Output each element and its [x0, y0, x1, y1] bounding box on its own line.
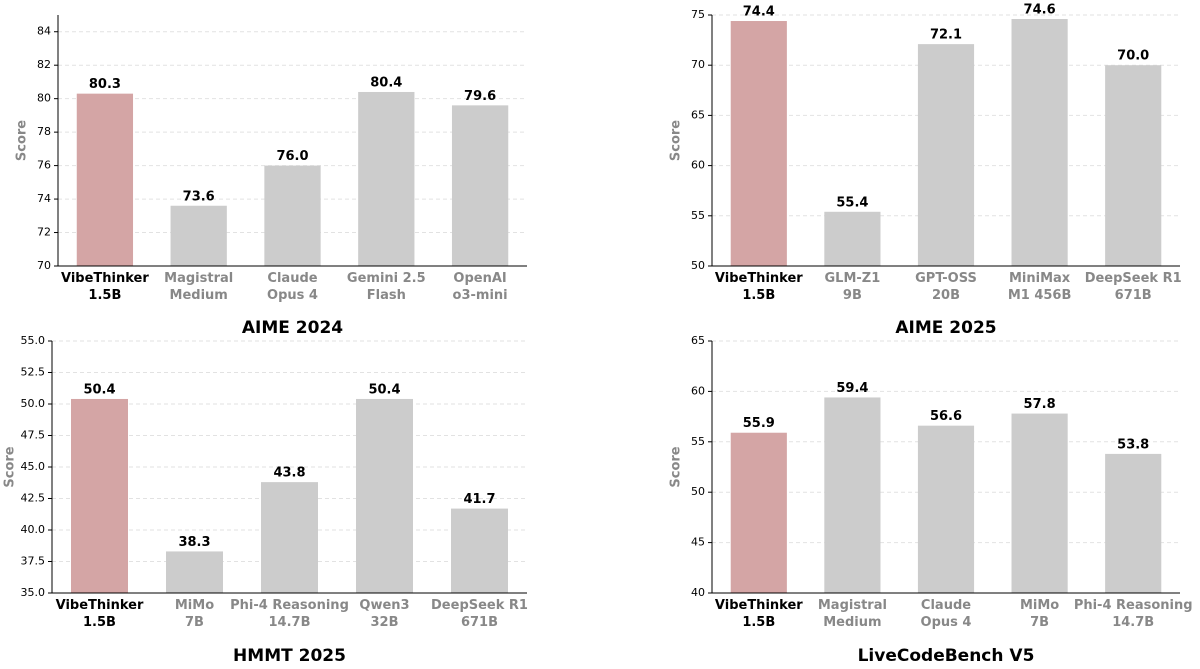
value-label: 55.9	[743, 416, 775, 431]
y-tick-label: 50	[691, 259, 705, 272]
y-axis-label: Score	[3, 446, 18, 487]
bar	[170, 205, 227, 266]
value-label: 80.4	[370, 75, 402, 90]
value-label: 43.8	[273, 466, 305, 481]
x-tick-label: VibeThinker 1.5B	[715, 598, 803, 630]
value-label: 56.6	[930, 409, 962, 424]
x-tick-label: DeepSeek R1 671B	[1085, 271, 1182, 303]
y-tick-label: 60	[691, 159, 705, 172]
y-tick-label: 40.0	[21, 523, 46, 536]
value-label: 80.3	[89, 77, 121, 92]
value-label: 74.6	[1024, 3, 1056, 18]
x-tick-label: GLM-Z1 9B	[825, 271, 881, 303]
x-tick-label: Phi-4 Reasoning 14.7B	[230, 598, 349, 630]
chart-title: LiveCodeBench V5	[858, 646, 1035, 666]
x-tick-label: VibeThinker 1.5B	[56, 598, 144, 630]
bar	[264, 165, 321, 266]
value-label: 74.4	[743, 5, 775, 20]
y-tick-label: 82	[37, 58, 51, 71]
bar	[824, 397, 881, 593]
bar	[1105, 65, 1162, 266]
x-tick-label: MiMo 7B	[175, 598, 214, 630]
y-tick-label: 55	[691, 209, 705, 222]
x-tick-label: Qwen3 32B	[359, 598, 409, 630]
value-label: 73.6	[183, 189, 215, 204]
bar	[1011, 19, 1068, 266]
y-tick-label: 65	[691, 334, 705, 347]
x-tick-label: Phi-4 Reasoning 14.7B	[1074, 598, 1193, 630]
x-tick-label: Gemini 2.5 Flash	[347, 271, 426, 303]
y-tick-label: 40	[691, 586, 705, 599]
bar	[730, 432, 787, 593]
value-label: 59.4	[836, 381, 868, 396]
y-tick-label: 55.0	[21, 334, 46, 347]
value-label: 57.8	[1024, 397, 1056, 412]
x-tick-label: OpenAI o3-mini	[453, 271, 508, 303]
bar	[1105, 453, 1162, 593]
value-label: 38.3	[178, 535, 210, 550]
y-tick-label: 45	[691, 536, 705, 549]
chart-title: HMMT 2025	[233, 646, 346, 666]
x-tick-label: VibeThinker 1.5B	[715, 271, 803, 303]
bar	[451, 508, 508, 593]
y-axis-label: Score	[15, 120, 30, 161]
x-tick-label: GPT-OSS 20B	[915, 271, 977, 303]
value-label: 70.0	[1117, 49, 1149, 64]
value-label: 55.4	[836, 195, 868, 210]
bar	[1011, 413, 1068, 593]
x-tick-label: MiniMax M1 456B	[1008, 271, 1072, 303]
bar	[76, 93, 134, 266]
bar	[824, 211, 881, 266]
y-tick-label: 42.5	[21, 492, 46, 505]
y-tick-label: 35.0	[21, 586, 46, 599]
value-label: 76.0	[276, 149, 308, 164]
y-tick-label: 78	[37, 125, 51, 138]
y-tick-label: 60	[691, 384, 705, 397]
x-tick-label: Claude Opus 4	[921, 598, 972, 630]
y-tick-label: 45.0	[21, 460, 46, 473]
x-tick-label: Magistral Medium	[164, 271, 233, 303]
value-label: 50.4	[368, 382, 400, 397]
bar	[166, 551, 223, 593]
y-tick-label: 55	[691, 435, 705, 448]
value-label: 50.4	[83, 382, 115, 397]
value-label: 72.1	[930, 28, 962, 43]
bar	[71, 398, 128, 593]
y-axis-label: Score	[669, 120, 684, 161]
x-tick-label: Claude Opus 4	[267, 271, 318, 303]
y-tick-label: 70	[691, 58, 705, 71]
x-tick-label: DeepSeek R1 671B	[431, 598, 528, 630]
bar	[358, 91, 415, 267]
y-tick-label: 76	[37, 159, 51, 172]
y-tick-label: 52.5	[21, 366, 46, 379]
x-tick-label: MiMo 7B	[1020, 598, 1059, 630]
bar	[917, 44, 975, 267]
y-tick-label: 37.5	[21, 555, 46, 568]
bar	[917, 425, 975, 593]
value-label: 41.7	[463, 492, 495, 507]
y-tick-label: 70	[37, 259, 51, 272]
y-tick-label: 80	[37, 92, 51, 105]
y-tick-label: 50.0	[21, 397, 46, 410]
bar	[356, 398, 413, 593]
y-tick-label: 74	[37, 192, 51, 205]
chart-title: AIME 2024	[242, 318, 343, 338]
x-tick-label: VibeThinker 1.5B	[61, 271, 149, 303]
bar	[261, 482, 318, 593]
value-label: 53.8	[1117, 437, 1149, 452]
y-tick-label: 75	[691, 8, 705, 21]
bar	[730, 21, 787, 266]
y-tick-label: 50	[691, 485, 705, 498]
value-label: 79.6	[464, 89, 496, 104]
y-tick-label: 47.5	[21, 429, 46, 442]
y-axis-label: Score	[669, 446, 684, 487]
x-tick-label: Magistral Medium	[818, 598, 887, 630]
y-tick-label: 72	[37, 226, 51, 239]
y-tick-label: 65	[691, 108, 705, 121]
chart-title: AIME 2025	[895, 318, 996, 338]
bar	[451, 105, 509, 266]
y-tick-label: 84	[37, 25, 51, 38]
